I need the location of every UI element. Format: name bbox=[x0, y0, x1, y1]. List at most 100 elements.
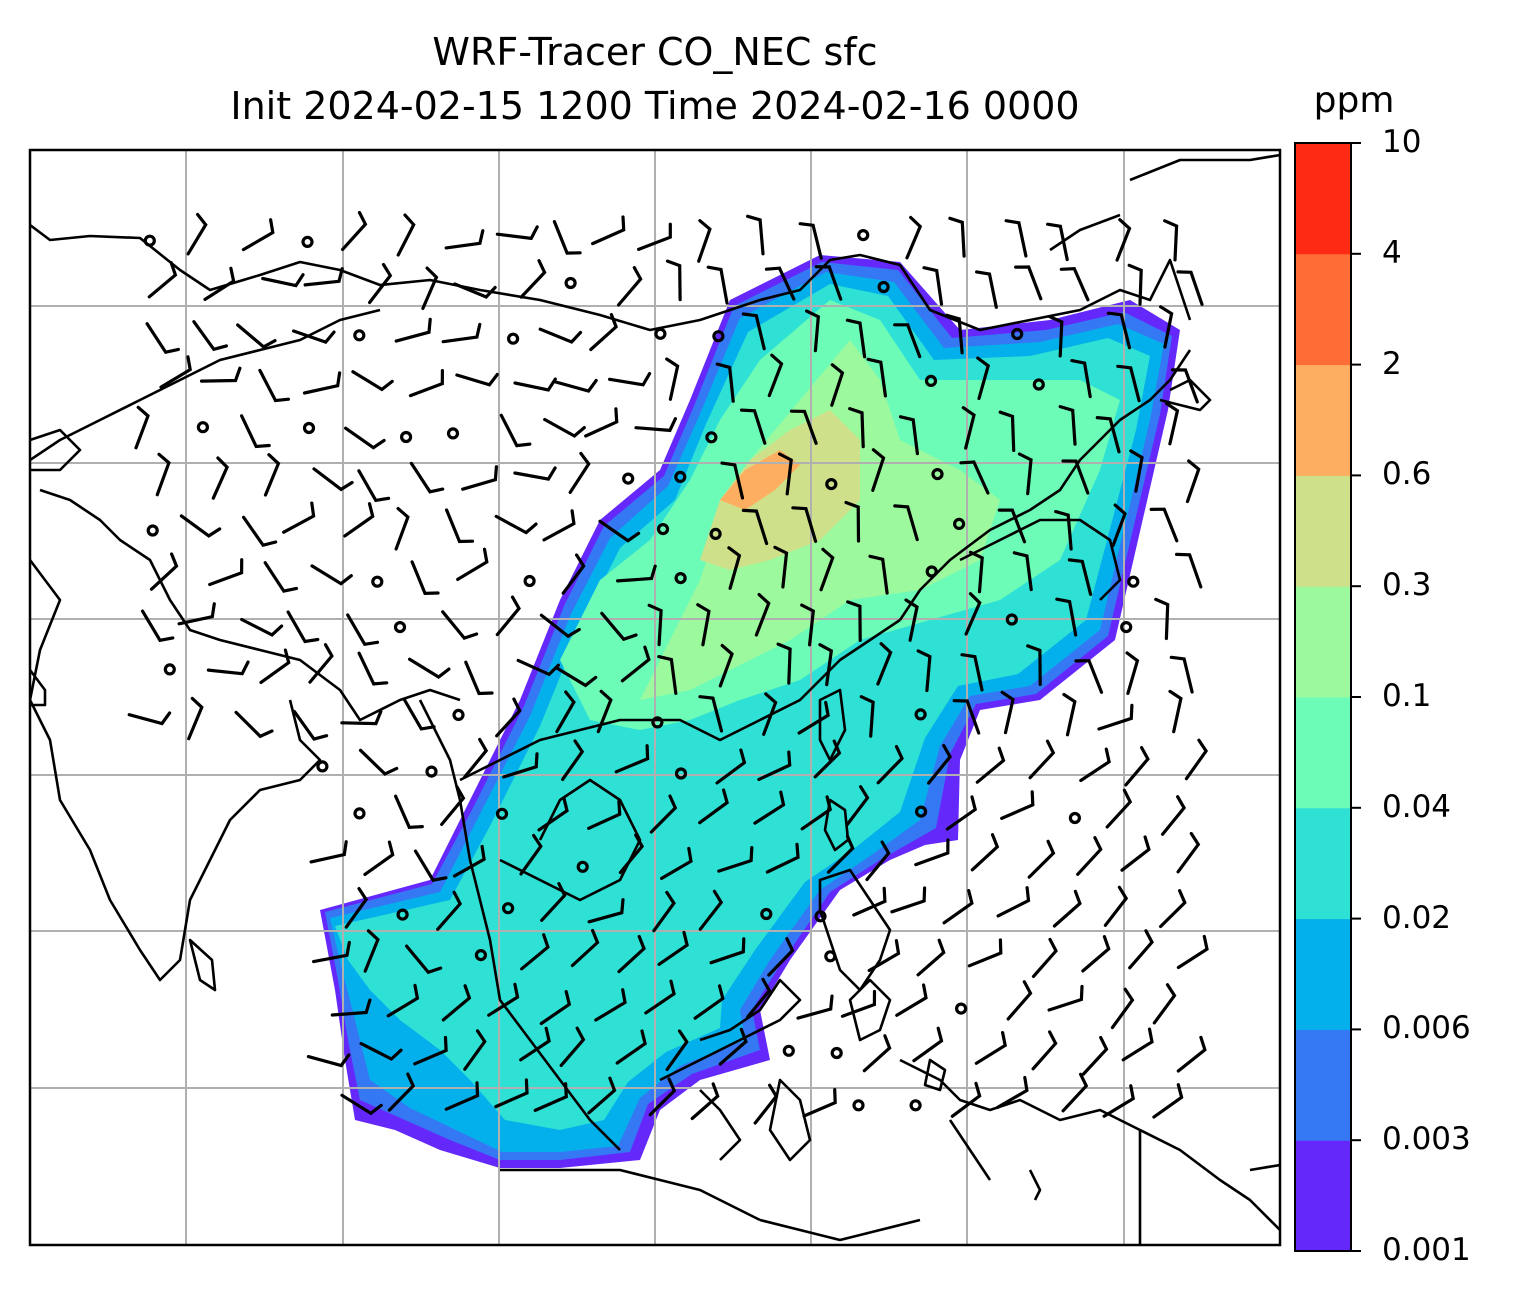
calm-wind-marker bbox=[924, 374, 938, 387]
wind-barb bbox=[614, 744, 650, 774]
wind-barb bbox=[242, 515, 278, 548]
wind-barb bbox=[555, 690, 576, 734]
wind-barb bbox=[240, 617, 284, 637]
wind-barb bbox=[444, 229, 485, 250]
wind-barb bbox=[409, 461, 445, 494]
wind-barb bbox=[519, 1026, 551, 1062]
wind-barb bbox=[898, 415, 919, 456]
wind-barb bbox=[394, 507, 410, 551]
wind-barb bbox=[876, 745, 904, 785]
wind-barb bbox=[540, 882, 567, 922]
colorbar-segment bbox=[1295, 143, 1351, 255]
wind-barb bbox=[241, 218, 275, 252]
wind-barb bbox=[1127, 263, 1143, 306]
colorbar-tick-label: 0.04 bbox=[1382, 788, 1452, 825]
calm-wind-marker bbox=[852, 1099, 865, 1112]
colorbar-segment bbox=[1295, 807, 1351, 920]
wind-barb bbox=[292, 709, 329, 741]
wind-barb bbox=[1061, 1072, 1089, 1113]
wind-barb bbox=[698, 889, 724, 931]
tracer-band-0.3 bbox=[700, 410, 860, 570]
wind-barb bbox=[499, 413, 532, 448]
wind-barb bbox=[234, 710, 274, 739]
wind-barb bbox=[1159, 889, 1187, 929]
colorbar-segment bbox=[1295, 475, 1351, 587]
wind-barb bbox=[845, 318, 867, 359]
wind-barb bbox=[1124, 746, 1150, 787]
wind-barb bbox=[805, 309, 820, 353]
calm-wind-marker bbox=[506, 332, 520, 345]
wind-barb bbox=[964, 592, 982, 636]
wind-barb bbox=[813, 739, 842, 779]
wind-barb bbox=[773, 545, 789, 589]
wind-barb bbox=[1058, 405, 1077, 446]
wind-barb bbox=[445, 508, 475, 544]
wind-barb bbox=[413, 1035, 448, 1066]
wind-barb bbox=[359, 1042, 403, 1061]
wind-barb bbox=[203, 266, 236, 301]
calm-wind-marker bbox=[495, 807, 509, 820]
calm-wind-marker bbox=[146, 524, 159, 537]
wind-barb bbox=[765, 842, 800, 874]
calm-wind-marker bbox=[163, 663, 176, 676]
wind-barb bbox=[487, 982, 520, 1017]
wind-barb bbox=[797, 700, 830, 735]
wind-barb bbox=[865, 840, 891, 882]
wind-barb bbox=[363, 929, 380, 973]
wind-barb bbox=[846, 600, 862, 642]
calm-wind-marker bbox=[651, 716, 664, 729]
wind-barb bbox=[914, 838, 950, 867]
colorbar-tick-label: 2 bbox=[1382, 345, 1402, 382]
wind-barb bbox=[945, 313, 964, 355]
wind-barb bbox=[1159, 305, 1174, 349]
wind-barb bbox=[698, 695, 724, 733]
calm-wind-marker bbox=[814, 910, 827, 923]
wind-barb bbox=[1000, 690, 1015, 735]
calm-wind-marker bbox=[452, 708, 465, 722]
wind-barb bbox=[890, 886, 927, 914]
colorbar-segment bbox=[1295, 1140, 1351, 1252]
wind-barb bbox=[292, 329, 336, 344]
wind-barb bbox=[600, 611, 638, 642]
wind-barb bbox=[927, 743, 953, 785]
wind-barb bbox=[502, 752, 539, 779]
wind-barb bbox=[1017, 452, 1033, 496]
wind-barb bbox=[1176, 1035, 1207, 1073]
colorbar-tick-label: 0.3 bbox=[1382, 567, 1432, 604]
calm-wind-marker bbox=[1011, 327, 1024, 341]
wind-barb bbox=[767, 353, 784, 398]
wind-barb bbox=[1168, 689, 1183, 734]
wind-barb bbox=[862, 1034, 892, 1073]
calm-wind-marker bbox=[709, 527, 722, 541]
wind-barb bbox=[240, 414, 271, 449]
wind-barb bbox=[950, 1081, 982, 1118]
wind-barb bbox=[665, 1029, 689, 1072]
wind-barb bbox=[537, 796, 569, 832]
wind-barb bbox=[852, 886, 887, 917]
wind-barb bbox=[312, 467, 354, 492]
calm-wind-marker bbox=[914, 805, 928, 818]
calm-wind-marker bbox=[302, 421, 316, 435]
wind-barb bbox=[589, 313, 618, 352]
wind-barb bbox=[453, 282, 497, 299]
wind-barb bbox=[461, 465, 498, 491]
wind-barb bbox=[976, 356, 991, 401]
wind-barb bbox=[206, 660, 250, 676]
wind-barb bbox=[159, 355, 192, 389]
wind-barb bbox=[343, 502, 375, 538]
wind-barb bbox=[796, 994, 834, 1020]
calm-wind-marker bbox=[400, 430, 413, 444]
wind-barb bbox=[1170, 368, 1199, 404]
calm-wind-marker bbox=[857, 229, 870, 242]
calm-wind-marker bbox=[925, 565, 938, 578]
wind-barbs bbox=[127, 211, 1209, 1125]
wind-barb bbox=[814, 265, 843, 301]
calm-wind-marker bbox=[1068, 811, 1082, 825]
wind-barb bbox=[1048, 315, 1064, 358]
calm-wind-marker bbox=[674, 767, 688, 780]
wind-barb bbox=[709, 937, 746, 965]
wind-barb bbox=[587, 898, 625, 924]
calm-wind-marker bbox=[830, 1046, 843, 1060]
wind-barb bbox=[1079, 747, 1111, 783]
calm-wind-marker bbox=[301, 235, 314, 248]
